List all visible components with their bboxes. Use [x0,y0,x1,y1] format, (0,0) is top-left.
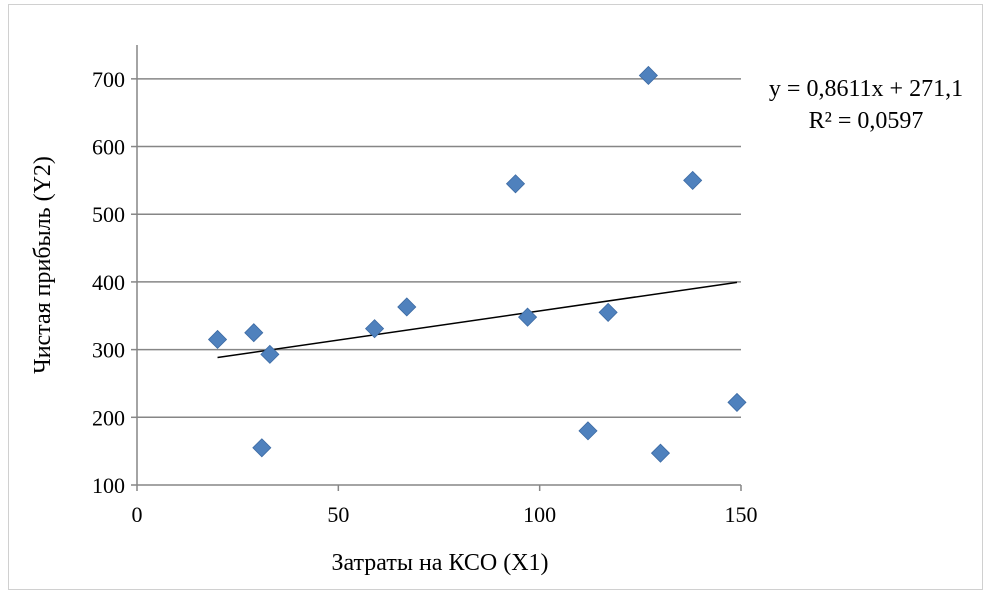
x-tick-label: 0 [132,502,143,527]
data-point-11 [638,65,658,86]
x-tick-labels: 0 50 100 150 [132,502,758,527]
x-axis-title: Затраты на КСО (X1) [331,550,548,576]
data-point-14 [727,392,747,412]
y-tick-label: 200 [92,405,125,430]
data-point-5 [365,319,385,339]
trendline-r-squared: R² = 0,0597 [809,108,924,134]
data-point-9 [578,421,598,441]
data-point-6 [397,297,417,317]
data-point-3 [252,438,272,458]
y-tick-label: 300 [92,338,125,363]
gridlines [137,78,741,419]
y-tick-label: 600 [92,135,125,160]
x-tick-label: 150 [725,502,758,527]
y-tick-label: 500 [92,202,125,227]
y-tick-label: 700 [92,67,125,92]
x-tick-label: 50 [327,502,349,527]
data-point-10 [598,302,618,322]
y-tick-labels: 100 200 300 400 500 600 700 [92,67,125,498]
trendline-group [217,281,738,359]
trendline [217,281,738,359]
data-points [207,65,747,463]
x-tick-label: 100 [523,502,556,527]
y-tick-label: 100 [92,473,125,498]
data-point-4 [260,344,280,364]
y-tick-label: 400 [92,270,125,295]
axes [131,45,742,491]
y-axis-title: Чистая прибыль (Y2) [30,156,56,374]
data-point-2 [244,323,264,343]
chart-frame [8,4,983,590]
data-point-1 [207,329,228,350]
data-point-8 [518,307,538,327]
data-point-12 [650,443,671,463]
data-point-7 [505,174,526,194]
data-point-13 [683,170,703,190]
trendline-equation: y = 0,8611x + 271,1 [769,76,963,102]
